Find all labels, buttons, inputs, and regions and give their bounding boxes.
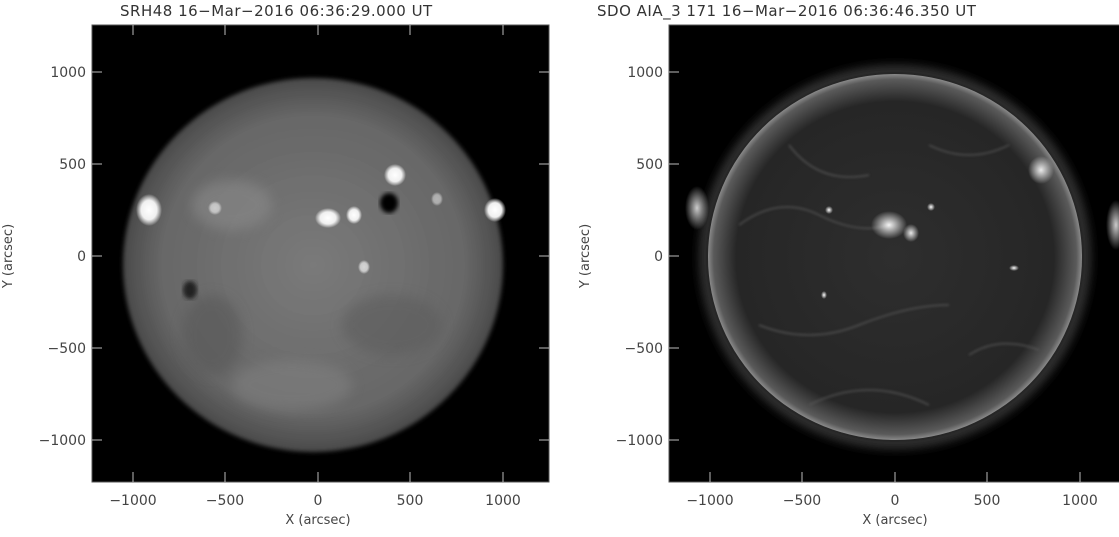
x-tick-label: −500 [783, 493, 821, 509]
y-axis-label: Y (arcsec) [578, 224, 593, 289]
aia-panel: SDO AIA_3 171 16−Mar−2016 06:36:46.350 U… [577, 0, 1119, 537]
y-tick-label: 0 [654, 249, 663, 265]
y-tick-label: 0 [77, 249, 86, 265]
x-tick-label: 500 [974, 493, 1001, 509]
euv-solar-disk [708, 74, 1082, 440]
x-tick-label: 0 [314, 493, 323, 509]
x-tick-label: 1000 [1062, 493, 1098, 509]
x-tick-label: 0 [891, 493, 900, 509]
srh-title: SRH48 16−Mar−2016 06:36:29.000 UT [120, 2, 433, 20]
radio-dark-spot [380, 193, 398, 213]
y-tick-label: 1000 [627, 65, 663, 81]
srh-axes: −1000 −500 0 500 1000 X (arcsec) 1000 50… [1, 24, 550, 528]
y-tick-label: −1000 [39, 433, 86, 449]
aia-axes: −1000 −500 0 500 1000 X (arcsec) 1000 50… [578, 24, 1119, 528]
x-axis-label: X (arcsec) [285, 513, 350, 528]
x-tick-label: 500 [397, 493, 424, 509]
y-tick-label: 500 [636, 157, 663, 173]
radio-bright-sources [136, 164, 506, 274]
srh-panel: SRH48 16−Mar−2016 06:36:29.000 UT [1, 2, 550, 528]
x-tick-label: −1000 [109, 493, 156, 509]
y-tick-label: 500 [59, 157, 86, 173]
y-tick-label: −500 [48, 341, 86, 357]
srh-image [92, 25, 549, 482]
y-axis-label: Y (arcsec) [1, 224, 16, 289]
aia-image [669, 25, 1119, 482]
x-tick-label: 1000 [485, 493, 521, 509]
x-axis-label: X (arcsec) [862, 513, 927, 528]
x-tick-label: −500 [206, 493, 244, 509]
y-tick-label: −1000 [616, 433, 663, 449]
y-tick-label: −500 [625, 341, 663, 357]
y-tick-label: 1000 [50, 65, 86, 81]
euv-active-regions [685, 156, 1119, 299]
aia-title: SDO AIA_3 171 16−Mar−2016 06:36:46.350 U… [597, 2, 977, 20]
x-tick-label: −1000 [686, 493, 733, 509]
